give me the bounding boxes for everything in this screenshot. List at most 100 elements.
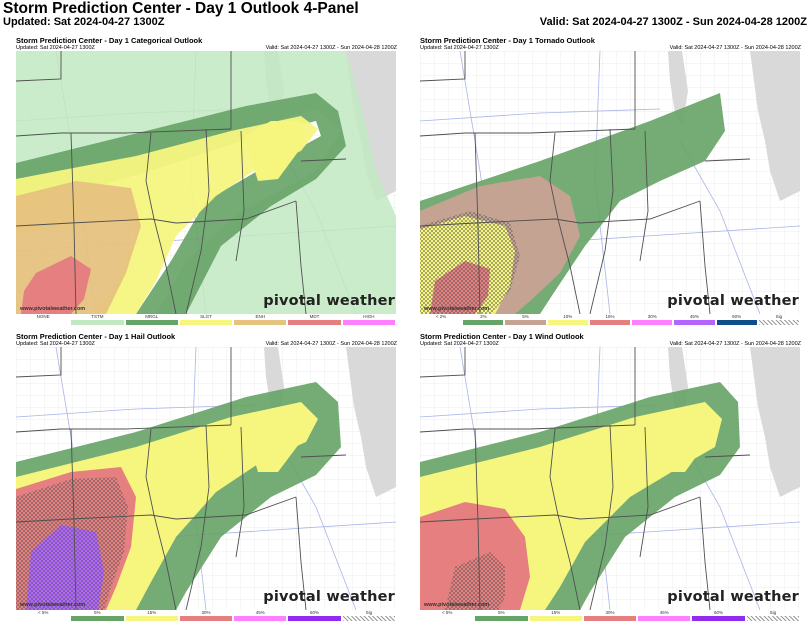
updated-time: Updated: Sat 2024-04-27 1300Z [3,16,165,28]
legend-item: SLGT [179,314,233,325]
site-url: www.pivotalweather.com [424,602,490,608]
hail-outlook-map [16,347,396,610]
legend-item: MRGL [125,314,179,325]
legend-item: 60% [287,610,341,621]
state-border [16,347,62,378]
state-border [579,496,701,520]
legend-swatch [288,616,341,621]
tornado-outlook-map [420,51,800,314]
hail-15-michigan [244,409,308,472]
panel-valid: Valid: Sat 2024-04-27 1300Z - Sun 2024-0… [265,341,397,347]
state-border [300,158,347,162]
legend-item: 10% [547,314,589,325]
legend-swatch [746,616,799,621]
legend-swatch [234,616,287,621]
state-lines [420,347,751,610]
categorical-outlook-map [16,51,396,314]
state-border [16,514,177,523]
site-url: www.pivotalweather.com [424,306,490,312]
hail-outlook-panel: Storm Prediction Center - Day 1 Hail Out… [12,332,399,621]
state-border [295,496,307,610]
panel-title: Storm Prediction Center - Day 1 Wind Out… [420,332,584,341]
state-border [175,496,297,520]
lake-michigan [668,51,688,126]
legend-swatch [421,616,474,621]
legend-item: 45% [637,610,691,621]
pivotal-weather-logo: pivotal weather [667,589,799,605]
panel-updated: Updated: Sat 2024-04-27 1300Z [16,45,95,51]
legend-item: 15% [125,610,179,621]
panel-updated: Updated: Sat 2024-04-27 1300Z [420,45,499,51]
legend-swatch [692,616,745,621]
tornado-legend: < 2% 2% 5% 10% 15% 30% 45% 60% Sig [420,314,800,325]
legend-item: 30% [179,610,233,621]
legend-item: ENH [233,314,287,325]
state-lines [16,347,347,610]
legend-item: Sig [342,610,396,621]
state-border [639,130,649,262]
legend-item: 30% [583,610,637,621]
state-lines [420,51,751,314]
legend-swatch [463,320,504,325]
state-border [16,51,62,82]
state-border [474,132,481,314]
slgt-michigan [244,121,306,181]
legend-item: Sig [758,314,800,325]
state-border [16,218,177,227]
panel-valid: Valid: Sat 2024-04-27 1300Z - Sun 2024-0… [669,45,801,51]
legend-swatch [342,616,395,621]
state-border [474,428,481,610]
wind-outlook-panel: Storm Prediction Center - Day 1 Wind Out… [416,332,803,621]
legend-swatch [125,616,178,621]
legend-swatch [475,616,528,621]
panel-title: Storm Prediction Center - Day 1 Categori… [16,36,203,45]
site-url: www.pivotalweather.com [20,306,86,312]
panel-updated: Updated: Sat 2024-04-27 1300Z [420,341,499,347]
highway [420,404,661,418]
state-border [420,51,466,82]
page-title: Storm Prediction Center - Day 1 Outlook … [3,0,359,17]
highway [420,108,661,122]
categorical-outlook-panel: Storm Prediction Center - Day 1 Categori… [12,36,399,325]
panel-valid: Valid: Sat 2024-04-27 1300Z - Sun 2024-0… [265,45,397,51]
panel-updated: Updated: Sat 2024-04-27 1300Z [16,341,95,347]
legend-swatch [125,320,178,325]
legend-item: NONE [16,314,70,325]
mdt-area [21,256,91,314]
legend-swatch [288,320,341,325]
state-border [420,218,581,227]
state-border [420,424,636,433]
legend-item: < 5% [420,610,474,621]
legend-item: 2% [462,314,504,325]
legend-swatch [179,616,233,621]
state-border [175,200,297,224]
legend-swatch [17,320,70,325]
legend-swatch [716,320,757,325]
state-border [699,200,711,314]
legend-item: 45% [673,314,715,325]
legend-swatch [421,320,462,325]
wind-sig-hatch [445,552,505,610]
panel-title: Storm Prediction Center - Day 1 Hail Out… [16,332,176,341]
legend-item: 45% [233,610,287,621]
legend-swatch [547,320,588,325]
wind-legend: < 5% 5% 15% 30% 45% 60% Sig [420,610,800,621]
legend-item: < 5% [16,610,70,621]
state-border [235,130,245,262]
great-lakes-water [750,347,800,497]
legend-item: TSTM [70,314,124,325]
pivotal-weather-logo: pivotal weather [263,589,395,605]
legend-swatch [589,320,631,325]
site-url: www.pivotalweather.com [20,602,86,608]
great-lakes-water [346,51,396,201]
legend-swatch [71,320,124,325]
state-border [699,496,711,610]
state-border [549,428,581,610]
legend-swatch [505,320,546,325]
mrgl-area [16,93,346,314]
state-lines [16,51,347,314]
legend-item: 5% [70,610,124,621]
tstm-area [16,51,396,314]
state-border [579,200,701,224]
wind-15-michigan [648,409,714,472]
